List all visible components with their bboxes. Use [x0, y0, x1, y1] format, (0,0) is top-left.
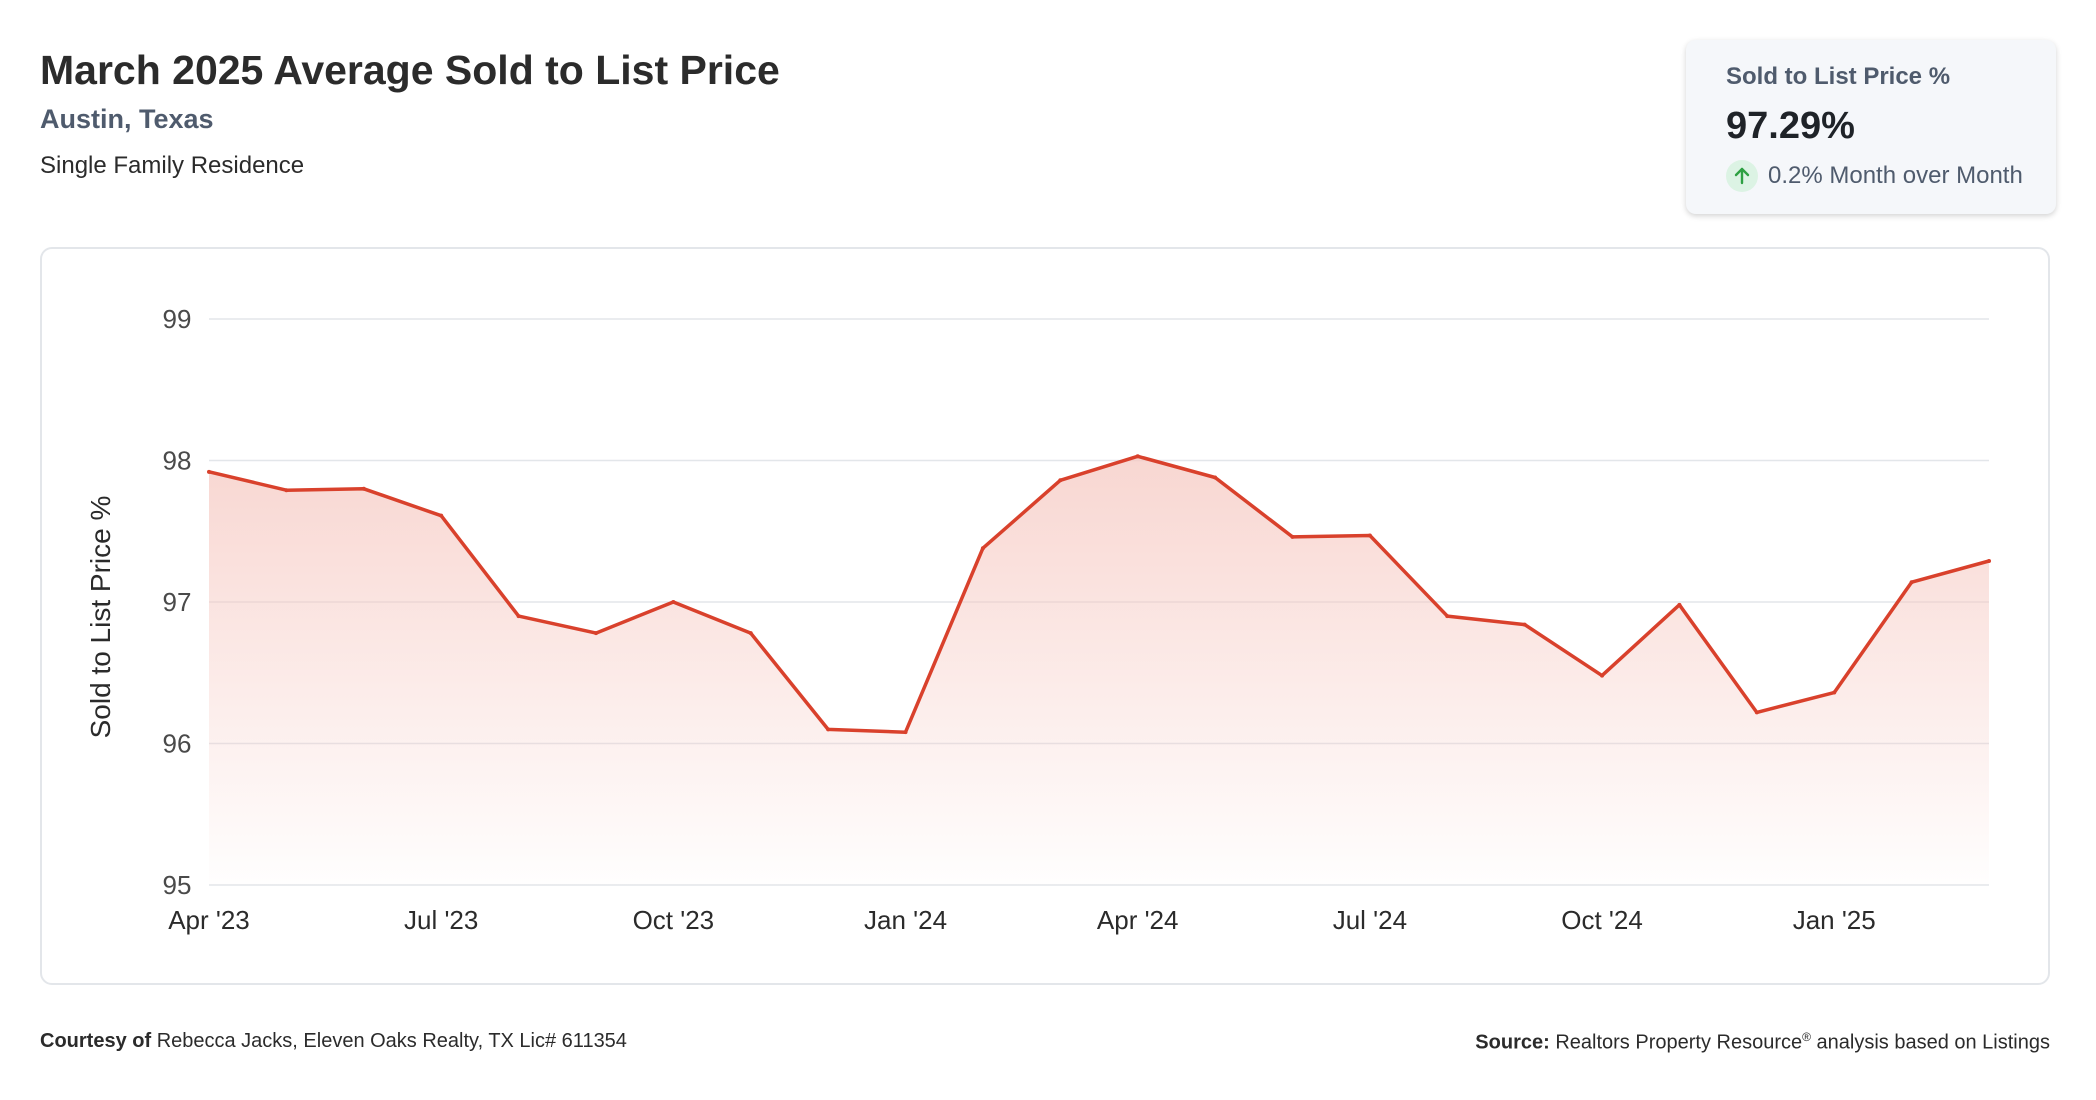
chart-card: 95 96 97 98 99 Apr '23 Jul '23 Oct '23 Jan '24 A…: [40, 247, 2050, 985]
data-point: [1832, 690, 1837, 695]
courtesy-footer: Courtesy of Rebecca Jacks, Eleven Oaks R…: [40, 1030, 627, 1053]
x-tick-label: Jul '24: [1333, 905, 1407, 935]
y-axis-label: Sold to List Price %: [85, 496, 116, 739]
data-point: [1522, 622, 1527, 627]
data-point: [516, 614, 521, 619]
arrow-up-icon: [1726, 160, 1758, 192]
series-line: [207, 454, 1991, 734]
source-footer: Source: Realtors Property Resource® anal…: [1475, 1030, 2050, 1055]
report-header: March 2025 Average Sold to List Price Au…: [40, 44, 780, 181]
series-area: [209, 456, 1989, 885]
y-tick-label: 95: [163, 870, 192, 900]
kpi-value: 97.29%: [1726, 105, 1855, 147]
data-point: [439, 513, 444, 518]
kpi-label: Sold to List Price %: [1726, 63, 1951, 90]
x-tick-label: Jan '25: [1793, 905, 1876, 935]
data-point: [1600, 673, 1605, 678]
data-point: [1987, 558, 1991, 563]
kpi-card: Sold to List Price % 97.29% 0.2% Month o…: [1686, 40, 2056, 214]
courtesy-label: Courtesy of: [40, 1030, 152, 1052]
data-point: [1677, 602, 1682, 607]
data-point: [361, 486, 366, 491]
data-point: [826, 727, 831, 732]
location-subtitle: Austin, Texas: [40, 104, 214, 134]
data-point: [207, 469, 211, 474]
courtesy-text: Rebecca Jacks, Eleven Oaks Realty, TX Li…: [156, 1030, 627, 1052]
data-point: [1213, 475, 1218, 480]
source-name: Realtors Property Resource: [1555, 1031, 1803, 1054]
y-tick-label: 99: [163, 304, 192, 334]
page-title: March 2025 Average Sold to List Price: [40, 47, 780, 93]
kpi-change-text: 0.2% Month over Month: [1768, 162, 2023, 189]
series-sold-to-list: [207, 454, 1991, 885]
property-type: Single Family Residence: [40, 152, 305, 179]
data-point: [903, 730, 908, 735]
x-axis-ticks: Apr '23 Jul '23 Oct '23 Jan '24 Apr '24 Jul '…: [168, 905, 1876, 935]
data-point: [1290, 534, 1295, 539]
data-point: [980, 546, 985, 551]
y-tick-label: 97: [163, 587, 192, 617]
data-point: [593, 631, 598, 636]
data-point: [1058, 478, 1063, 483]
y-axis-ticks: 95 96 97 98 99: [163, 304, 192, 900]
data-point: [1909, 580, 1914, 585]
data-point: [1135, 454, 1140, 459]
x-tick-label: Apr '23: [168, 905, 250, 935]
data-point: [671, 600, 676, 604]
source-text: analysis based on Listings: [1816, 1031, 2050, 1054]
x-tick-label: Jul '23: [404, 905, 478, 935]
data-point: [1445, 614, 1450, 619]
data-point: [748, 631, 753, 636]
data-point: [1754, 710, 1759, 715]
x-tick-label: Oct '24: [1561, 905, 1643, 935]
y-tick-label: 98: [163, 446, 192, 476]
data-point: [1367, 533, 1372, 538]
x-tick-label: Apr '24: [1097, 905, 1179, 935]
y-tick-label: 96: [163, 729, 192, 759]
x-tick-label: Jan '24: [864, 905, 947, 935]
data-point: [284, 488, 289, 493]
registered-mark: ®: [1802, 1030, 1811, 1044]
x-tick-label: Oct '23: [633, 905, 715, 935]
kpi-change: 0.2% Month over Month: [1726, 160, 2056, 192]
source-label: Source:: [1475, 1031, 1550, 1054]
